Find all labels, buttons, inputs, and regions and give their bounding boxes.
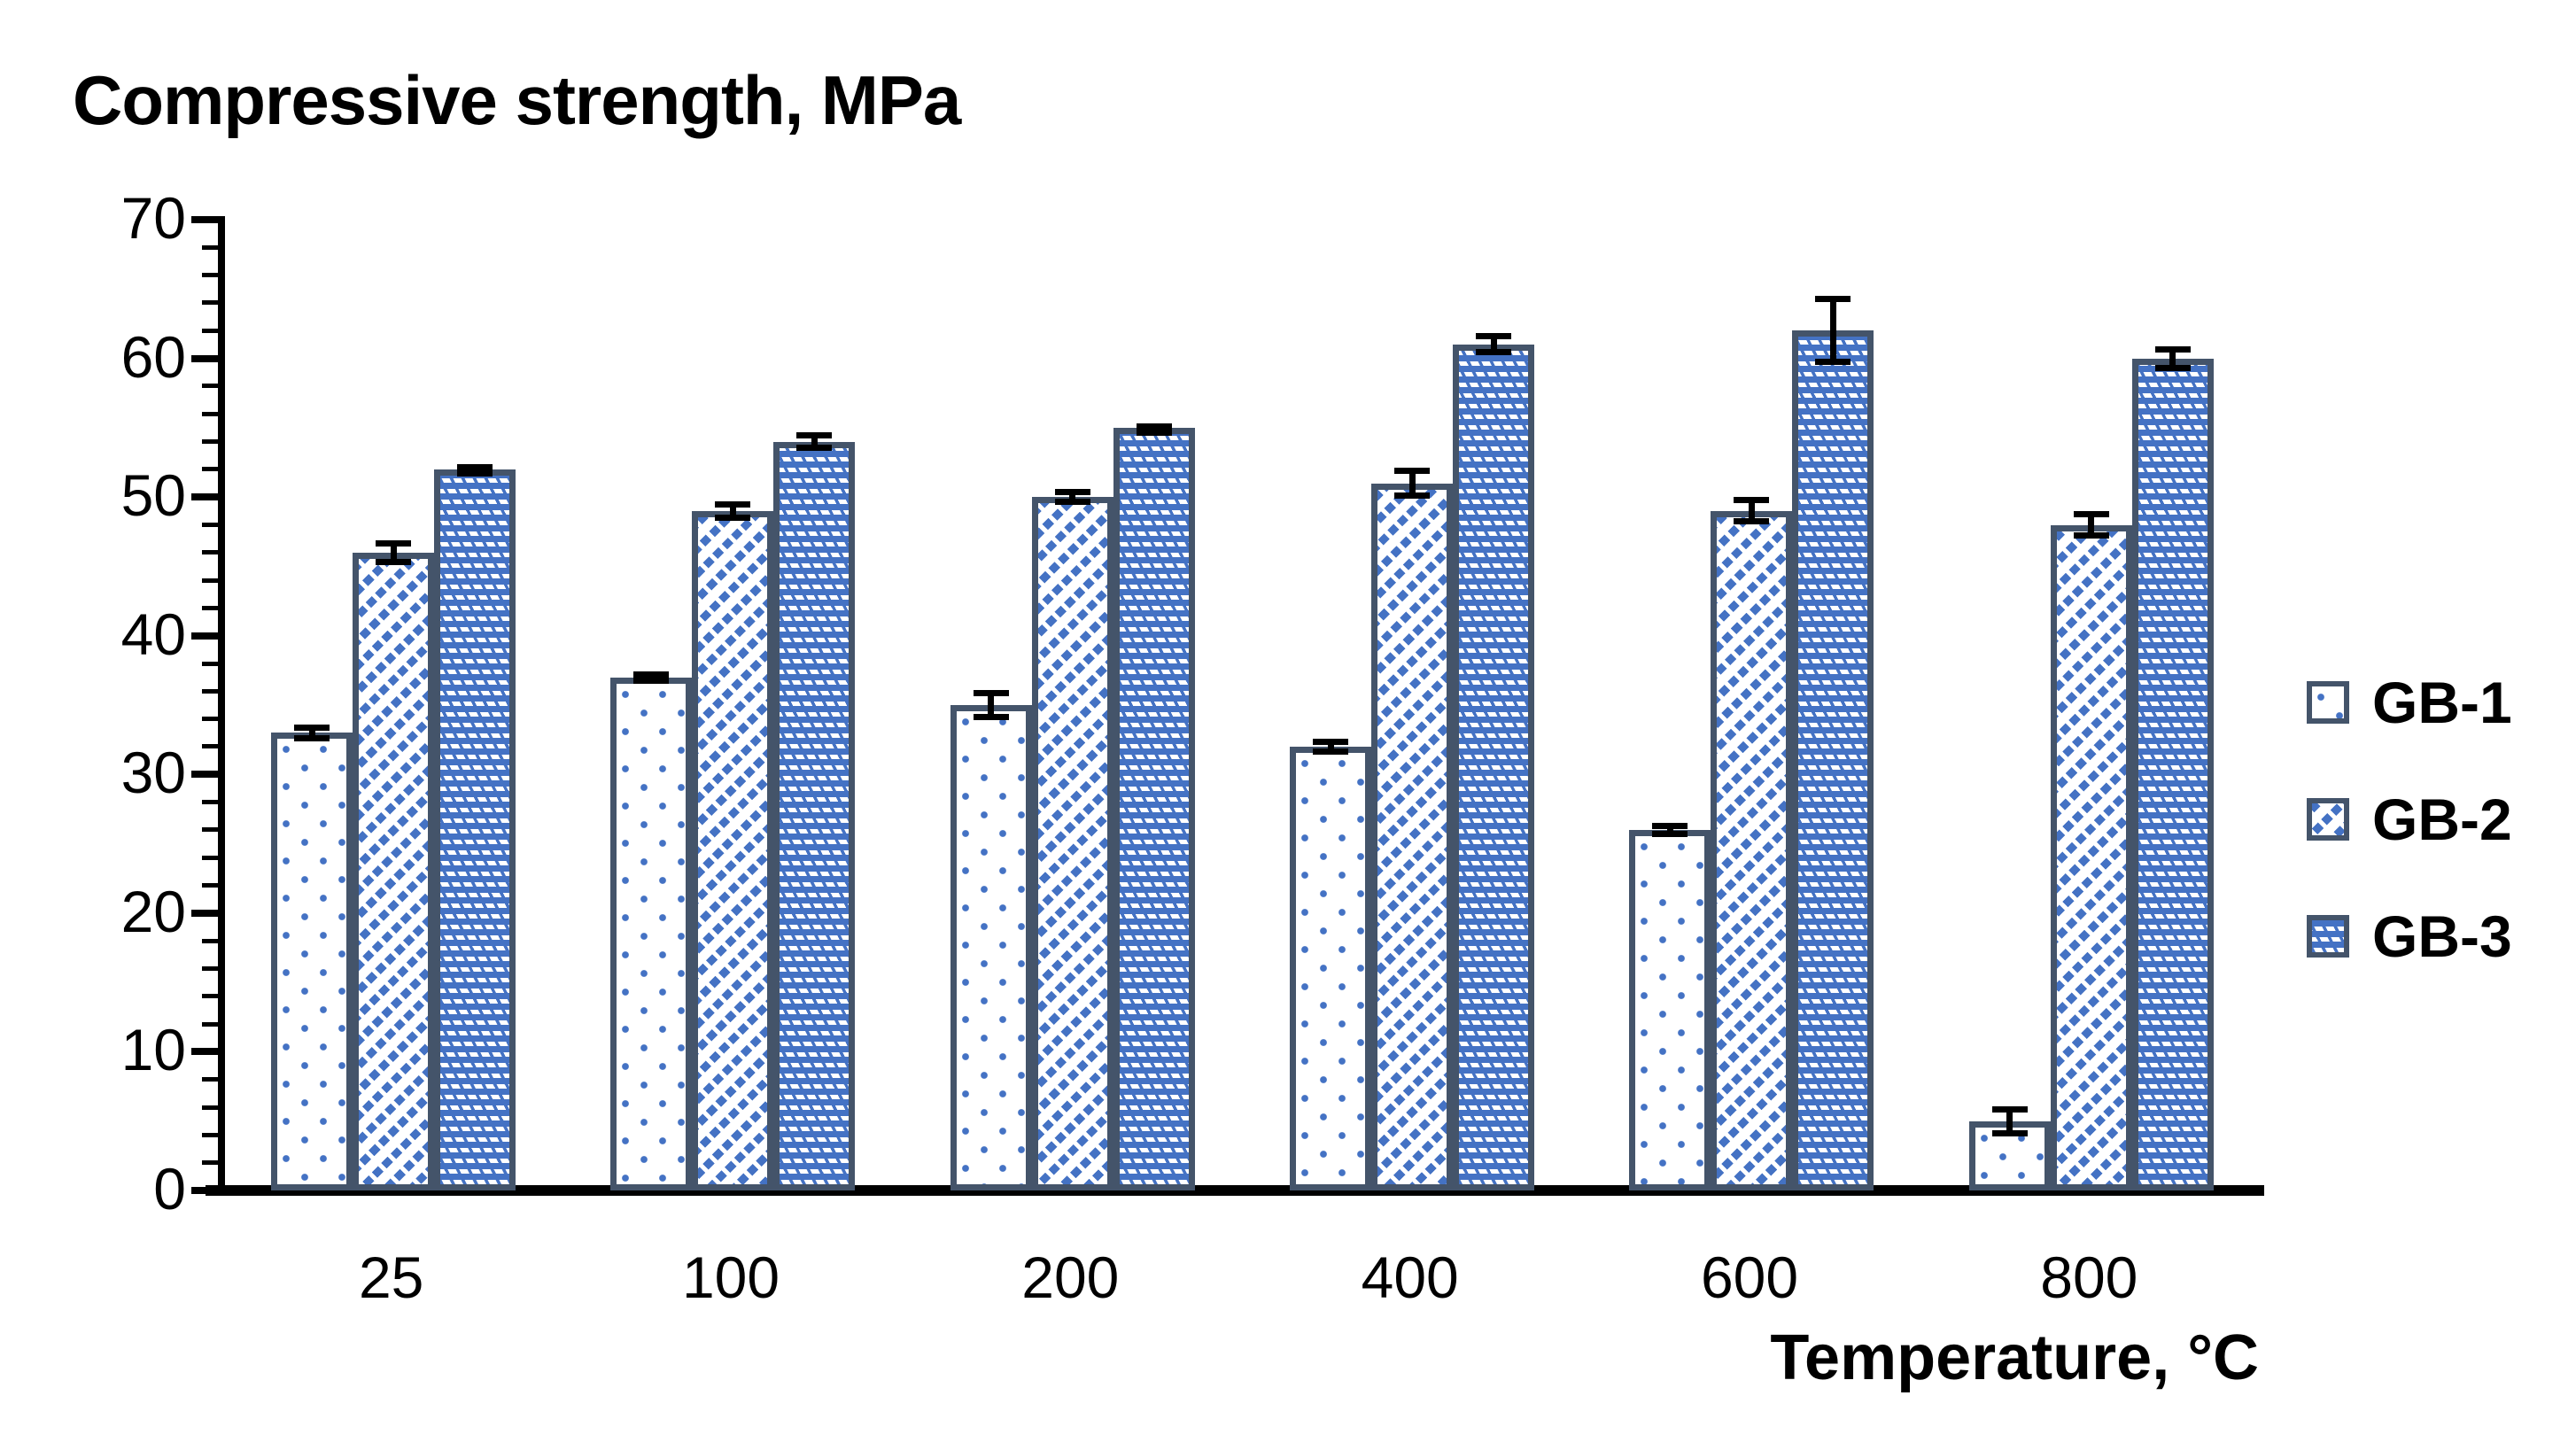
bar-GB-3-200C [1113, 427, 1195, 1190]
bar-GB-2-100C [692, 510, 774, 1190]
x-axis-label: 100 [681, 1245, 780, 1310]
y-axis-minor-tick [202, 883, 221, 888]
y-axis-label: 20 [120, 878, 186, 944]
error-bar [457, 463, 493, 477]
bar-GB-3-600C [1792, 330, 1874, 1190]
bar-GB-1-800C [1968, 1120, 2051, 1190]
y-axis-major-tick [191, 1048, 221, 1056]
y-axis-label: 0 [153, 1156, 186, 1221]
y-axis-minor-tick [202, 384, 221, 389]
error-bar [633, 671, 670, 685]
bar-GB-1-200C [950, 705, 1032, 1190]
y-axis-major-tick [191, 632, 221, 640]
y-axis-minor-tick [202, 827, 221, 833]
y-axis-label: 60 [120, 323, 186, 390]
y-axis-major-tick [191, 771, 221, 779]
y-axis-minor-tick [202, 273, 221, 278]
bar-GB-3-800C [2131, 358, 2214, 1190]
x-axis-label: 800 [2040, 1245, 2138, 1310]
bar-GB-3-25C [434, 469, 516, 1190]
y-axis-minor-tick [202, 411, 221, 416]
legend-label: GB-2 [2372, 787, 2512, 852]
legend-label: GB-3 [2372, 903, 2512, 969]
y-axis-minor-tick [202, 717, 221, 722]
bar-GB-1-400C [1290, 747, 1371, 1190]
y-axis-major-tick [191, 493, 221, 501]
y-axis-minor-tick [202, 1132, 221, 1137]
error-bar [715, 500, 751, 521]
y-axis-major-tick [191, 909, 221, 917]
legend-swatch-blue-checker-dashes [2307, 915, 2349, 958]
y-axis-label: 10 [120, 1017, 186, 1083]
error-bar [1476, 333, 1511, 356]
y-axis-minor-tick [202, 1021, 221, 1027]
y-axis-minor-tick [202, 522, 221, 527]
y-axis-minor-tick [202, 605, 221, 610]
chart-title: Compressive strength, MPa [73, 61, 961, 139]
y-axis-label: 30 [120, 740, 186, 806]
y-axis-minor-tick [202, 578, 221, 583]
error-bar [1136, 423, 1172, 437]
bar-GB-2-600C [1711, 510, 1793, 1190]
error-bar [1734, 497, 1770, 525]
y-axis-major-tick [191, 1187, 221, 1194]
error-bar [1394, 468, 1430, 499]
y-axis-minor-tick [202, 800, 221, 805]
y-axis-minor-tick [202, 938, 221, 943]
x-axis-label: 600 [1700, 1245, 1799, 1310]
y-axis-minor-tick [202, 744, 221, 749]
legend-item-GB-3: GB-3 [2307, 907, 2512, 965]
y-axis-minor-tick [202, 1077, 221, 1082]
error-bar [1054, 488, 1090, 506]
error-bar [294, 724, 330, 741]
error-bar [1652, 823, 1688, 837]
y-axis-major-tick [191, 216, 221, 223]
error-bar [796, 431, 833, 452]
legend-item-GB-1: GB-1 [2307, 673, 2512, 732]
error-bar [1815, 296, 1851, 366]
y-axis-minor-tick [202, 661, 221, 666]
bar-GB-3-100C [773, 441, 856, 1190]
x-axis-label: 25 [358, 1245, 424, 1310]
error-bar [973, 689, 1009, 721]
error-bar [376, 539, 411, 565]
x-axis-title: Temperature, °C [1770, 1322, 2259, 1393]
bar-GB-1-600C [1629, 829, 1711, 1190]
bar-GB-2-25C [353, 552, 434, 1190]
bar-GB-2-200C [1031, 497, 1113, 1190]
y-axis-minor-tick [202, 550, 221, 555]
y-axis-minor-tick [202, 244, 221, 250]
legend-swatch-dotted-white [2307, 681, 2349, 724]
bar-GB-2-400C [1371, 483, 1453, 1190]
y-axis-minor-tick [202, 688, 221, 694]
y-axis-minor-tick [202, 1160, 221, 1166]
bar-GB-1-100C [610, 677, 693, 1190]
y-axis-line [218, 216, 225, 1196]
y-axis-minor-tick [202, 439, 221, 444]
y-axis-major-tick [191, 354, 221, 362]
y-axis-minor-tick [202, 328, 221, 333]
error-bar [2073, 510, 2109, 539]
legend-swatch-diagonal-dashes [2307, 798, 2349, 841]
y-axis-minor-tick [202, 467, 221, 472]
y-axis-label: 40 [120, 601, 186, 667]
y-axis-minor-tick [202, 994, 221, 999]
bar-GB-3-400C [1453, 344, 1534, 1190]
error-bar [1313, 738, 1348, 756]
x-axis-label: 400 [1361, 1245, 1459, 1310]
legend-label: GB-1 [2372, 670, 2512, 735]
y-axis-label: 50 [120, 462, 186, 529]
y-axis-label: 70 [120, 185, 186, 251]
error-bar [2154, 345, 2191, 371]
x-axis-label: 200 [1021, 1245, 1120, 1310]
bar-GB-2-800C [2050, 524, 2132, 1190]
bar-GB-1-25C [271, 733, 353, 1190]
y-axis-minor-tick [202, 855, 221, 860]
legend-item-GB-2: GB-2 [2307, 790, 2512, 849]
y-axis-minor-tick [202, 1105, 221, 1110]
y-axis-minor-tick [202, 965, 221, 971]
y-axis-minor-tick [202, 300, 221, 306]
error-bar [1991, 1105, 2028, 1136]
